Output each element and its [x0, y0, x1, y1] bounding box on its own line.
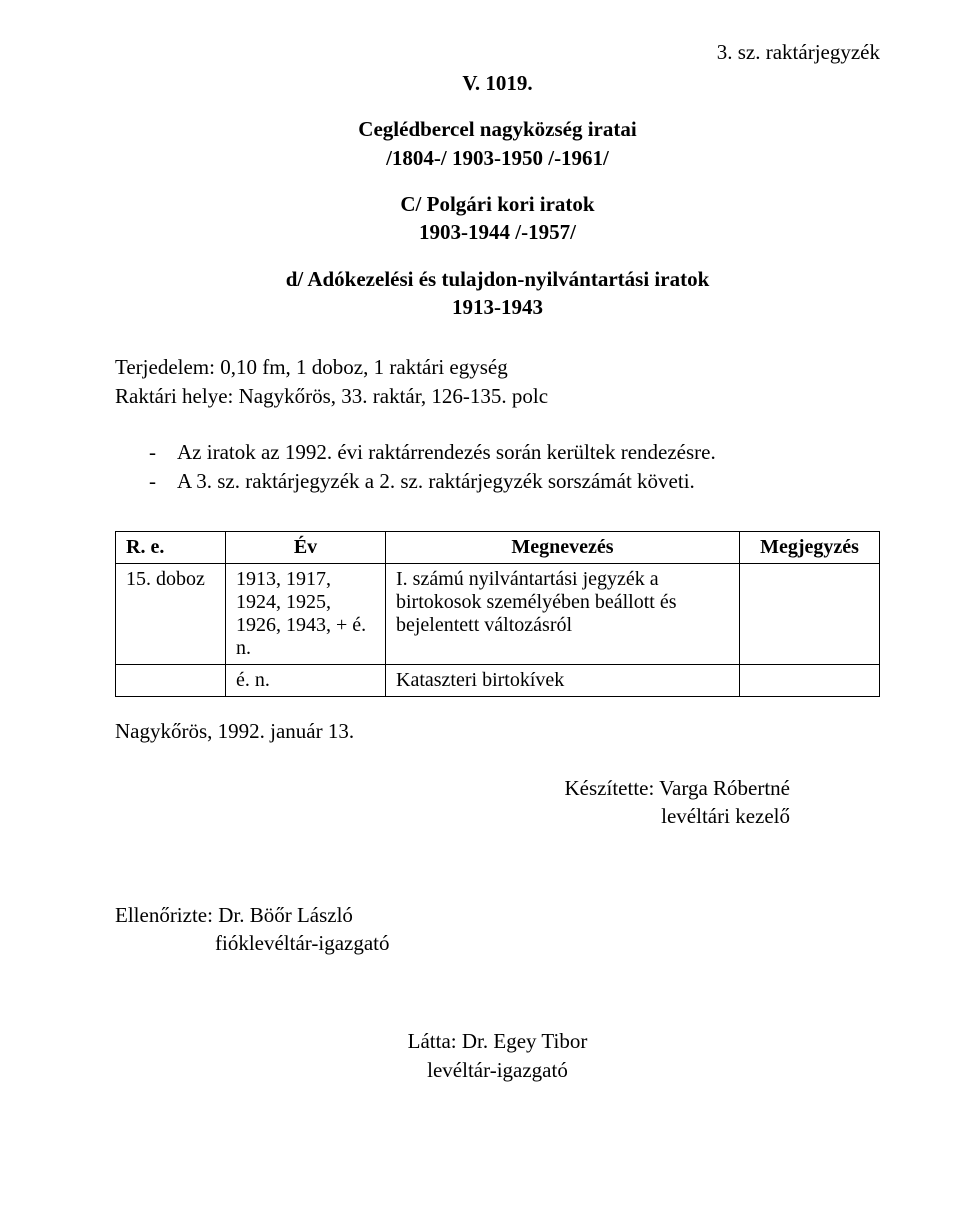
credit-seen-role: levéltár-igazgató: [115, 1056, 880, 1084]
bullet-dash: -: [149, 438, 177, 467]
cell-ev: 1913, 1917, 1924, 1925, 1926, 1943, + é.…: [226, 563, 386, 664]
cell-megjegyzes: [740, 563, 880, 664]
title-line-6: d/ Adókezelési és tulajdon-nyilvántartás…: [115, 265, 880, 293]
title-line-1: V. 1019.: [115, 69, 880, 97]
credit-author-role: levéltári kezelő: [115, 802, 790, 830]
table-row: 15. doboz 1913, 1917, 1924, 1925, 1926, …: [116, 563, 880, 664]
col-header-megjegyzes: Megjegyzés: [740, 531, 880, 563]
cell-megjegyzes: [740, 664, 880, 696]
cell-re: [116, 664, 226, 696]
meta-extent: Terjedelem: 0,10 fm, 1 doboz, 1 raktári …: [115, 353, 880, 381]
bullet-dash: -: [149, 467, 177, 496]
header-note: 3. sz. raktárjegyzék: [115, 40, 880, 65]
table-header-row: R. e. Év Megnevezés Megjegyzés: [116, 531, 880, 563]
title-block: V. 1019. Ceglédbercel nagyközség iratai …: [115, 69, 880, 321]
title-line-4: C/ Polgári kori iratok: [115, 190, 880, 218]
meta-block: Terjedelem: 0,10 fm, 1 doboz, 1 raktári …: [115, 353, 880, 410]
credit-author-name: Készítette: Varga Róbertné: [115, 774, 790, 802]
place-date: Nagykőrös, 1992. január 13.: [115, 719, 880, 744]
bullet-item: - A 3. sz. raktárjegyzék a 2. sz. raktár…: [149, 467, 880, 496]
title-line-5: 1903-1944 /-1957/: [115, 218, 880, 246]
credit-reviewer-role: fióklevéltár-igazgató: [115, 929, 880, 957]
cell-ev: é. n.: [226, 664, 386, 696]
table-row: é. n. Kataszteri birtokívek: [116, 664, 880, 696]
cell-re: 15. doboz: [116, 563, 226, 664]
title-line-3: /1804-/ 1903-1950 /-1961/: [115, 144, 880, 172]
inventory-table: R. e. Év Megnevezés Megjegyzés 15. doboz…: [115, 531, 880, 697]
col-header-re: R. e.: [116, 531, 226, 563]
credit-author: Készítette: Varga Róbertné levéltári kez…: [115, 774, 880, 831]
title-line-7: 1913-1943: [115, 293, 880, 321]
credit-reviewer: Ellenőrizte: Dr. Böőr László fióklevéltá…: [115, 901, 880, 958]
bullet-text: Az iratok az 1992. évi raktárrendezés so…: [177, 438, 716, 467]
credit-reviewer-name: Ellenőrizte: Dr. Böőr László: [115, 901, 880, 929]
meta-location: Raktári helye: Nagykőrös, 33. raktár, 12…: [115, 382, 880, 410]
cell-megnevezes: I. számú nyilvántartási jegyzék a birtok…: [386, 563, 740, 664]
credit-seen-by: Látta: Dr. Egey Tibor levéltár-igazgató: [115, 1027, 880, 1084]
col-header-ev: Év: [226, 531, 386, 563]
title-line-2: Ceglédbercel nagyközség iratai: [115, 115, 880, 143]
cell-megnevezes: Kataszteri birtokívek: [386, 664, 740, 696]
credit-seen-name: Látta: Dr. Egey Tibor: [115, 1027, 880, 1055]
col-header-megnevezes: Megnevezés: [386, 531, 740, 563]
bullet-item: - Az iratok az 1992. évi raktárrendezés …: [149, 438, 880, 467]
page: 3. sz. raktárjegyzék V. 1019. Ceglédberc…: [0, 0, 960, 1214]
bullet-text: A 3. sz. raktárjegyzék a 2. sz. raktárje…: [177, 467, 695, 496]
bullet-list: - Az iratok az 1992. évi raktárrendezés …: [115, 438, 880, 497]
